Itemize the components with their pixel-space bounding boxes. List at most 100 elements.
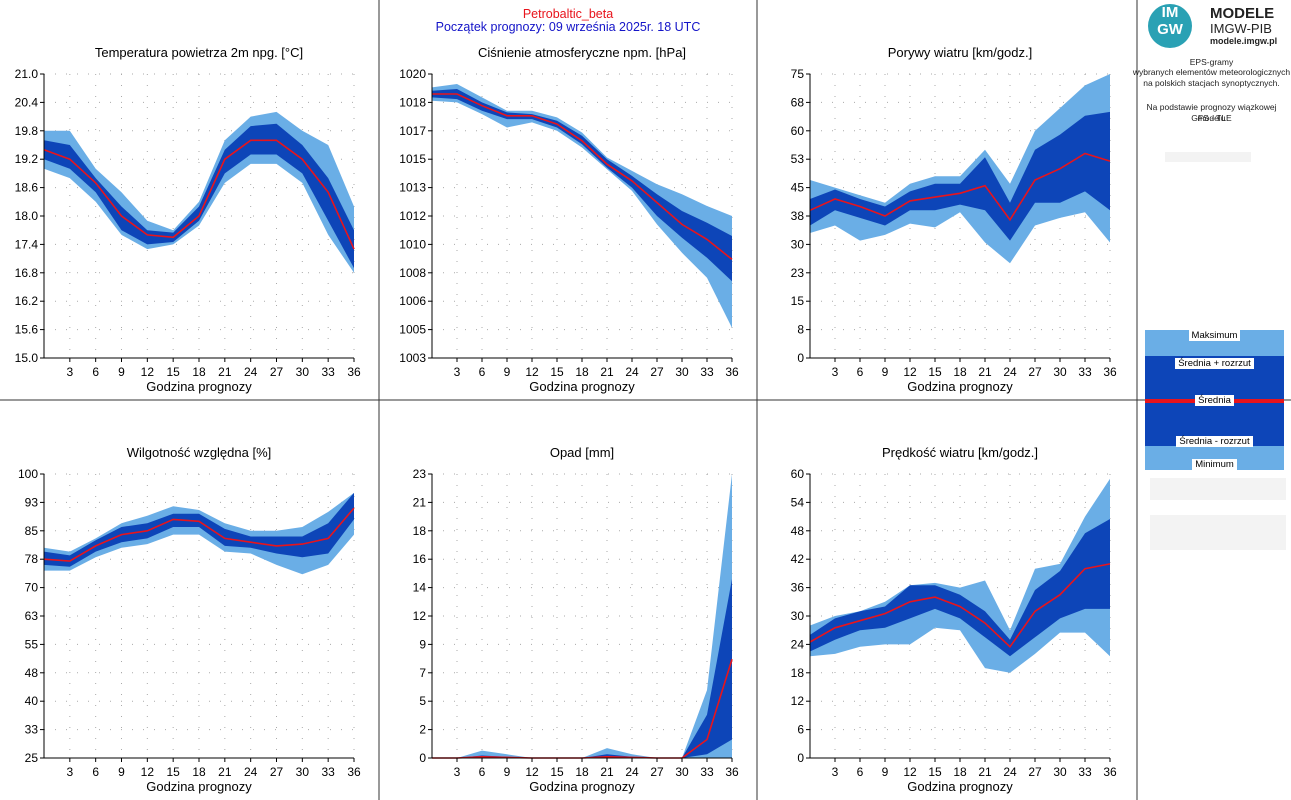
y-tick-label: 2 bbox=[419, 723, 426, 737]
min-max-band bbox=[44, 111, 354, 273]
chart-title: Ciśnienie atmosferyczne npm. [hPa] bbox=[478, 45, 686, 60]
mean-line bbox=[432, 93, 733, 261]
y-tick-label: 19.2 bbox=[15, 152, 39, 166]
y-tick-label: 15.0 bbox=[15, 351, 39, 365]
y-tick-label: 21.0 bbox=[15, 67, 39, 81]
x-tick-label: 24 bbox=[1003, 365, 1017, 379]
x-tick-label: 36 bbox=[347, 765, 361, 779]
y-tick-label: 25 bbox=[25, 751, 39, 765]
y-tick-label: 55 bbox=[25, 637, 39, 651]
x-tick-label: 27 bbox=[270, 765, 284, 779]
y-tick-label: 6 bbox=[797, 723, 804, 737]
x-tick-label: 15 bbox=[550, 365, 564, 379]
faint-block bbox=[1165, 152, 1251, 162]
x-tick-label: 36 bbox=[725, 765, 739, 779]
x-tick-label: 3 bbox=[454, 765, 461, 779]
y-tick-label: 60 bbox=[791, 124, 805, 138]
y-tick-label: 42 bbox=[791, 552, 805, 566]
y-tick-label: 70 bbox=[25, 581, 39, 595]
x-tick-label: 27 bbox=[650, 365, 664, 379]
logo-mark-bottom: GW bbox=[1157, 21, 1183, 38]
y-tick-label: 1015 bbox=[399, 152, 426, 166]
x-tick-label: 21 bbox=[218, 365, 232, 379]
x-axis-label: Godzina prognozy bbox=[146, 379, 252, 394]
chart-title: Temperatura powietrza 2m npg. [°C] bbox=[95, 45, 303, 60]
y-tick-label: 24 bbox=[791, 637, 805, 651]
spread-band bbox=[810, 519, 1110, 657]
y-tick-label: 60 bbox=[791, 467, 805, 481]
y-tick-label: 0 bbox=[797, 751, 804, 765]
description-line-1: EPS-gramy bbox=[1189, 57, 1234, 67]
x-tick-label: 36 bbox=[1103, 765, 1117, 779]
y-tick-label: 30 bbox=[791, 609, 805, 623]
x-tick-label: 36 bbox=[347, 365, 361, 379]
x-tick-label: 6 bbox=[857, 765, 864, 779]
y-tick-label: 1006 bbox=[399, 294, 426, 308]
y-tick-label: 14 bbox=[413, 581, 427, 595]
x-tick-label: 12 bbox=[903, 365, 917, 379]
chart-panel-2: 1003 1005 1006 1008 1010 1012 1013 1015 1017 1018… bbox=[399, 45, 739, 394]
legend-label-max: Maksimum bbox=[1145, 330, 1284, 341]
x-tick-label: 24 bbox=[625, 365, 639, 379]
x-tick-label: 12 bbox=[525, 765, 539, 779]
y-tick-label: 18.0 bbox=[15, 209, 39, 223]
y-tick-label: 7 bbox=[419, 666, 426, 680]
y-tick-label: 30 bbox=[791, 237, 805, 251]
y-tick-label: 18.6 bbox=[15, 181, 39, 195]
y-tick-label: 16 bbox=[413, 552, 427, 566]
x-tick-label: 18 bbox=[575, 365, 589, 379]
x-tick-label: 9 bbox=[882, 365, 889, 379]
logo-line-2: IMGW-PIB bbox=[1210, 21, 1272, 36]
x-tick-label: 33 bbox=[1078, 765, 1092, 779]
y-tick-label: 8 bbox=[797, 323, 804, 337]
band-legend: Maksimum Średnia + rozrzut Średnia Średn… bbox=[1145, 330, 1284, 470]
x-tick-label: 30 bbox=[1053, 765, 1067, 779]
logo-line-1: MODELE bbox=[1210, 5, 1275, 22]
chart-title: Opad [mm] bbox=[550, 445, 614, 460]
min-max-band bbox=[432, 84, 732, 328]
y-tick-label: 78 bbox=[25, 552, 39, 566]
y-tick-label: 16.8 bbox=[15, 266, 39, 280]
mean-line bbox=[43, 139, 355, 250]
chart-title: Wilgotność względna [%] bbox=[127, 445, 272, 460]
y-tick-label: 23 bbox=[791, 266, 805, 280]
x-tick-label: 27 bbox=[1028, 365, 1042, 379]
x-tick-label: 27 bbox=[1028, 765, 1042, 779]
legend-mean-text: Średnia bbox=[1195, 395, 1234, 406]
legend-plus-text: Średnia + rozrzut bbox=[1175, 358, 1254, 369]
x-tick-label: 27 bbox=[650, 765, 664, 779]
x-tick-label: 18 bbox=[953, 765, 967, 779]
x-axis-label: Godzina prognozy bbox=[146, 779, 252, 794]
y-tick-label: 36 bbox=[791, 581, 805, 595]
legend-min-text: Minimum bbox=[1192, 459, 1237, 470]
mean-line bbox=[432, 658, 733, 759]
x-tick-label: 33 bbox=[700, 365, 714, 379]
y-tick-label: 53 bbox=[791, 152, 805, 166]
chart-title: Prędkość wiatru [km/godz.] bbox=[882, 445, 1038, 460]
y-tick-label: 85 bbox=[25, 524, 39, 538]
x-tick-label: 15 bbox=[928, 365, 942, 379]
x-tick-label: 30 bbox=[1053, 365, 1067, 379]
chart-title: Porywy wiatru [km/godz.] bbox=[888, 45, 1033, 60]
x-axis-label: Godzina prognozy bbox=[907, 379, 1013, 394]
x-tick-label: 36 bbox=[1103, 365, 1117, 379]
forecast-start-subtitle: Początek prognozy: 09 września 2025r. 18… bbox=[435, 20, 701, 34]
x-tick-label: 6 bbox=[479, 765, 486, 779]
x-tick-label: 15 bbox=[166, 765, 180, 779]
x-tick-label: 15 bbox=[928, 765, 942, 779]
x-tick-label: 30 bbox=[675, 365, 689, 379]
y-tick-label: 5 bbox=[419, 694, 426, 708]
mean-line bbox=[43, 507, 355, 562]
x-tick-label: 24 bbox=[244, 765, 258, 779]
x-tick-label: 33 bbox=[321, 765, 335, 779]
x-tick-label: 3 bbox=[832, 765, 839, 779]
x-tick-label: 30 bbox=[296, 365, 310, 379]
x-tick-label: 6 bbox=[92, 765, 99, 779]
y-tick-label: 0 bbox=[419, 751, 426, 765]
x-tick-label: 9 bbox=[118, 365, 125, 379]
y-tick-label: 48 bbox=[791, 524, 805, 538]
